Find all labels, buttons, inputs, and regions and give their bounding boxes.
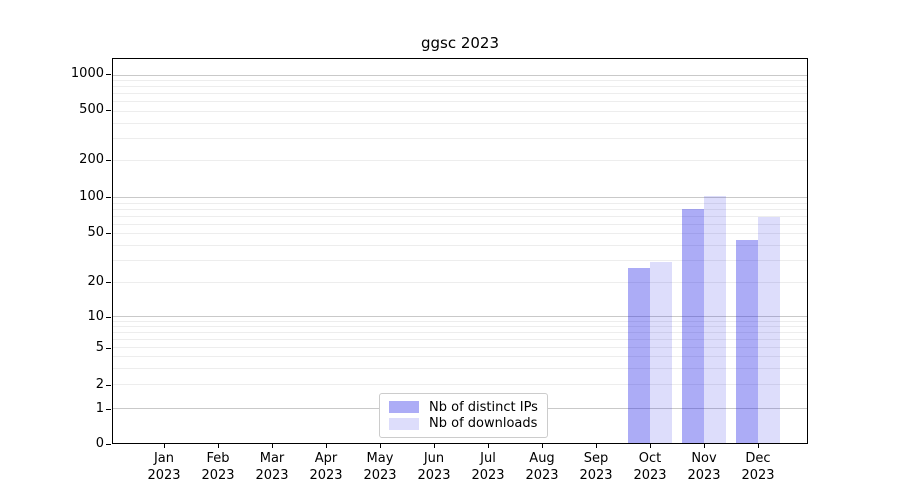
minor-gridline bbox=[113, 111, 807, 112]
minor-gridline bbox=[113, 216, 807, 217]
y-tick-mark bbox=[106, 348, 111, 349]
major-gridline bbox=[113, 316, 807, 317]
minor-gridline bbox=[113, 260, 807, 261]
legend-entry-downloads: Nb of downloads bbox=[389, 416, 538, 431]
minor-gridline bbox=[113, 209, 807, 210]
minor-gridline bbox=[113, 160, 807, 161]
minor-gridline bbox=[113, 321, 807, 322]
major-gridline bbox=[113, 197, 807, 198]
y-tick-label: 200 bbox=[79, 151, 104, 167]
x-tick-label: Sep 2023 bbox=[579, 451, 613, 483]
y-tick-mark bbox=[106, 74, 111, 75]
y-tick-mark bbox=[106, 233, 111, 234]
y-tick-mark bbox=[106, 317, 111, 318]
bar-distinct-ips-dec bbox=[736, 240, 758, 443]
minor-gridline bbox=[113, 123, 807, 124]
y-tick-mark bbox=[106, 282, 111, 283]
y-tick-label: 0 bbox=[95, 436, 104, 451]
minor-gridline bbox=[113, 86, 807, 87]
plot-area: Nb of distinct IPs Nb of downloads bbox=[112, 58, 808, 444]
minor-gridline bbox=[113, 356, 807, 357]
x-tick-mark bbox=[272, 444, 273, 448]
y-tick-label: 1000 bbox=[70, 66, 104, 82]
minor-gridline bbox=[113, 384, 807, 385]
x-tick-label: Nov 2023 bbox=[687, 451, 721, 483]
y-tick-label: 2 bbox=[95, 377, 104, 393]
y-tick-mark bbox=[106, 409, 111, 410]
x-tick-label: Dec 2023 bbox=[741, 451, 775, 483]
legend: Nb of distinct IPs Nb of downloads bbox=[379, 393, 548, 438]
y-tick-mark bbox=[106, 385, 111, 386]
minor-gridline bbox=[113, 347, 807, 348]
y-tick-label: 100 bbox=[79, 188, 104, 204]
x-tick-mark bbox=[380, 444, 381, 448]
x-tick-mark bbox=[434, 444, 435, 448]
bar-downloads-nov bbox=[704, 195, 726, 443]
x-tick-label: Aug 2023 bbox=[525, 451, 559, 483]
x-tick-label: Oct 2023 bbox=[633, 451, 667, 483]
minor-gridline bbox=[113, 282, 807, 283]
x-tick-mark bbox=[542, 444, 543, 448]
minor-gridline bbox=[113, 224, 807, 225]
y-tick-label: 50 bbox=[87, 225, 104, 241]
x-tick-label: Jul 2023 bbox=[471, 451, 505, 483]
minor-gridline bbox=[113, 245, 807, 246]
minor-gridline bbox=[113, 332, 807, 333]
legend-swatch-distinct-ips bbox=[389, 401, 419, 414]
x-tick-label: Jan 2023 bbox=[147, 451, 181, 483]
minor-gridline bbox=[113, 233, 807, 234]
major-gridline bbox=[113, 75, 807, 76]
minor-gridline bbox=[113, 93, 807, 94]
legend-entry-distinct-ips: Nb of distinct IPs bbox=[389, 400, 538, 415]
y-tick-label: 500 bbox=[79, 101, 104, 117]
minor-gridline bbox=[113, 138, 807, 139]
x-tick-label: Apr 2023 bbox=[309, 451, 343, 483]
y-tick-mark bbox=[106, 444, 111, 445]
chart-title: ggsc 2023 bbox=[420, 34, 500, 52]
bar-downloads-oct bbox=[650, 262, 672, 443]
bar-downloads-dec bbox=[758, 217, 780, 443]
x-tick-mark bbox=[326, 444, 327, 448]
x-tick-mark bbox=[758, 444, 759, 448]
legend-label-distinct-ips: Nb of distinct IPs bbox=[429, 399, 538, 415]
x-tick-mark bbox=[218, 444, 219, 448]
x-tick-mark bbox=[650, 444, 651, 448]
x-tick-mark bbox=[164, 444, 165, 448]
minor-gridline bbox=[113, 368, 807, 369]
legend-label-downloads: Nb of downloads bbox=[429, 416, 538, 432]
x-tick-mark bbox=[488, 444, 489, 448]
minor-gridline bbox=[113, 101, 807, 102]
bar-distinct-ips-nov bbox=[682, 209, 704, 443]
y-tick-label: 5 bbox=[95, 339, 104, 355]
x-tick-label: Feb 2023 bbox=[201, 451, 235, 483]
y-tick-mark bbox=[106, 197, 111, 198]
y-tick-label: 20 bbox=[87, 273, 104, 289]
x-tick-mark bbox=[596, 444, 597, 448]
x-tick-label: Mar 2023 bbox=[255, 451, 289, 483]
x-tick-label: May 2023 bbox=[363, 451, 397, 483]
minor-gridline bbox=[113, 326, 807, 327]
y-tick-label: 10 bbox=[87, 308, 104, 324]
y-tick-mark bbox=[106, 110, 111, 111]
x-tick-mark bbox=[704, 444, 705, 448]
bar-distinct-ips-oct bbox=[628, 267, 650, 443]
x-tick-label: Jun 2023 bbox=[417, 451, 451, 483]
y-tick-label: 1 bbox=[95, 400, 104, 416]
minor-gridline bbox=[113, 203, 807, 204]
minor-gridline bbox=[113, 80, 807, 81]
minor-gridline bbox=[113, 339, 807, 340]
y-tick-mark bbox=[106, 160, 111, 161]
legend-swatch-downloads bbox=[389, 417, 419, 430]
